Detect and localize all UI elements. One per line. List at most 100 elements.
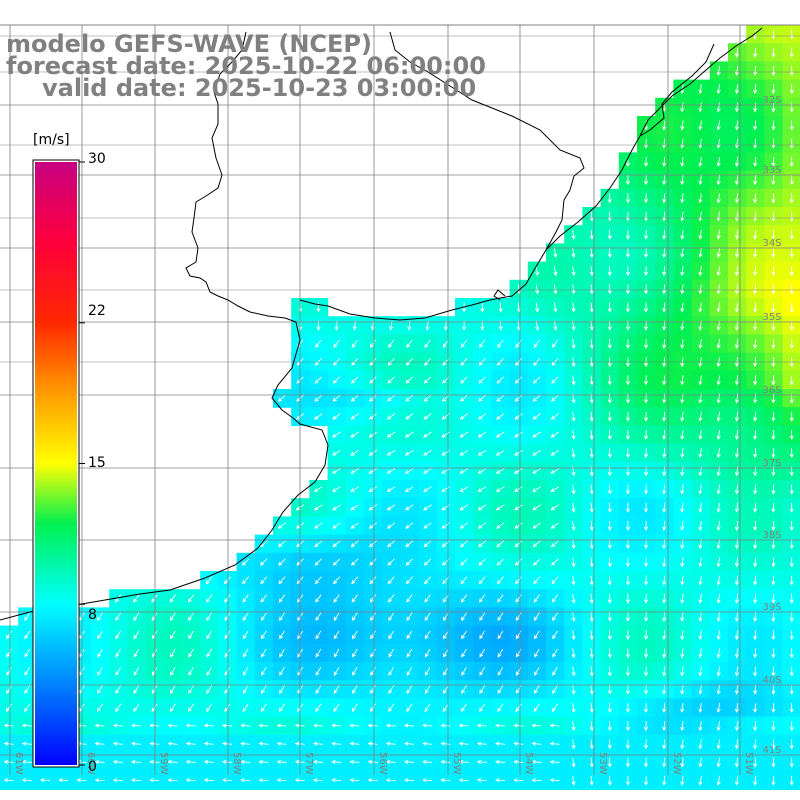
wind-arrow — [734, 630, 739, 641]
wind-arrow — [459, 413, 468, 420]
wind-arrow — [458, 778, 469, 783]
wind-arrow — [680, 284, 685, 295]
wind-arrow — [680, 175, 685, 186]
wind-arrow — [533, 558, 541, 566]
wind-arrow — [571, 666, 576, 677]
wind-arrow — [368, 450, 378, 456]
wind-arrow — [698, 611, 703, 622]
wind-arrow — [789, 411, 794, 422]
wind-arrow — [242, 666, 249, 676]
wind-arrow — [571, 357, 576, 368]
wind-arrow — [789, 247, 794, 258]
wind-arrow — [96, 703, 104, 712]
wind-arrow — [551, 376, 559, 384]
wind-arrow — [753, 648, 758, 659]
wind-arrow — [789, 84, 794, 95]
wind-arrow — [550, 540, 559, 548]
wind-arrow — [513, 741, 524, 746]
wind-arrow — [753, 65, 758, 76]
wind-arrow — [279, 666, 285, 676]
wind-arrow — [551, 576, 559, 585]
wind-arrow — [441, 504, 450, 511]
wind-arrow — [643, 120, 649, 131]
wind-arrow — [497, 339, 504, 348]
wind-arrow — [222, 759, 233, 764]
wind-arrow — [734, 284, 739, 295]
wind-arrow — [333, 630, 340, 640]
wind-arrow — [514, 558, 523, 566]
wind-arrow — [716, 702, 721, 713]
wind-arrow — [716, 120, 721, 131]
wind-arrow — [662, 247, 667, 258]
wind-arrow — [112, 741, 123, 746]
wind-arrow — [571, 593, 576, 604]
wind-arrow — [386, 504, 396, 511]
wind-arrow — [424, 666, 431, 676]
wind-arrow — [333, 358, 341, 366]
wind-arrow — [662, 120, 667, 131]
wind-arrow — [441, 486, 450, 492]
wind-arrow — [21, 723, 32, 728]
wind-arrow — [571, 284, 576, 295]
wind-arrow — [662, 593, 667, 604]
wind-arrow — [533, 612, 540, 621]
colorbar-tick-0: 0 — [88, 759, 97, 775]
wind-arrow — [789, 65, 794, 76]
wind-arrow — [368, 540, 377, 548]
wind-arrow — [551, 594, 559, 603]
wind-arrow — [550, 522, 559, 529]
wind-arrow — [224, 666, 231, 676]
wind-arrow — [734, 193, 739, 204]
wind-arrow — [716, 611, 721, 622]
wind-arrow — [698, 211, 703, 222]
wind-arrow — [589, 338, 594, 349]
wind-arrow — [734, 102, 739, 113]
wind-arrow — [698, 138, 703, 149]
wind-arrow — [771, 156, 776, 167]
wind-arrow — [789, 120, 794, 131]
wind-arrow — [607, 357, 612, 368]
wind-arrow — [206, 648, 212, 658]
wind-arrow — [533, 576, 541, 585]
wind-arrow — [332, 504, 341, 511]
wind-arrow — [5, 703, 13, 712]
wind-arrow — [662, 175, 667, 186]
wind-arrow — [58, 778, 69, 783]
wind-arrow — [643, 757, 649, 768]
wind-arrow — [589, 739, 594, 750]
wind-arrow — [476, 741, 487, 746]
wind-arrow — [115, 594, 122, 603]
wind-arrow — [753, 520, 758, 531]
wind-arrow — [680, 338, 685, 349]
wind-arrow — [734, 156, 739, 167]
wind-arrow — [185, 759, 196, 764]
wind-arrow — [789, 484, 794, 495]
wind-arrow — [662, 721, 667, 732]
wind-arrow — [734, 120, 739, 131]
wind-arrow — [222, 741, 233, 746]
model-title: modelo GEFS-WAVE (NCEP) — [6, 30, 372, 58]
wind-arrow — [680, 630, 685, 641]
wind-arrow — [789, 338, 794, 349]
wind-arrow — [716, 520, 721, 531]
wind-arrow — [753, 448, 758, 459]
wind-arrow — [423, 486, 432, 492]
wind-arrow — [753, 47, 758, 58]
wind-arrow — [332, 486, 341, 492]
wind-arrow — [753, 484, 758, 495]
wind-arrow — [279, 648, 285, 658]
wind-arrow — [607, 684, 612, 695]
wind-arrow — [333, 339, 340, 348]
wind-arrow — [625, 266, 630, 277]
wind-arrow — [680, 775, 685, 786]
wind-arrow — [261, 630, 267, 640]
wind-arrow — [513, 759, 524, 764]
wind-arrow — [404, 778, 415, 783]
wind-arrow — [97, 630, 103, 640]
wind-arrow — [478, 576, 486, 585]
wind-arrow — [662, 429, 667, 440]
wind-arrow — [789, 175, 794, 186]
wind-arrow — [170, 685, 176, 694]
wind-arrow — [332, 376, 341, 384]
wind-arrow — [206, 630, 213, 640]
